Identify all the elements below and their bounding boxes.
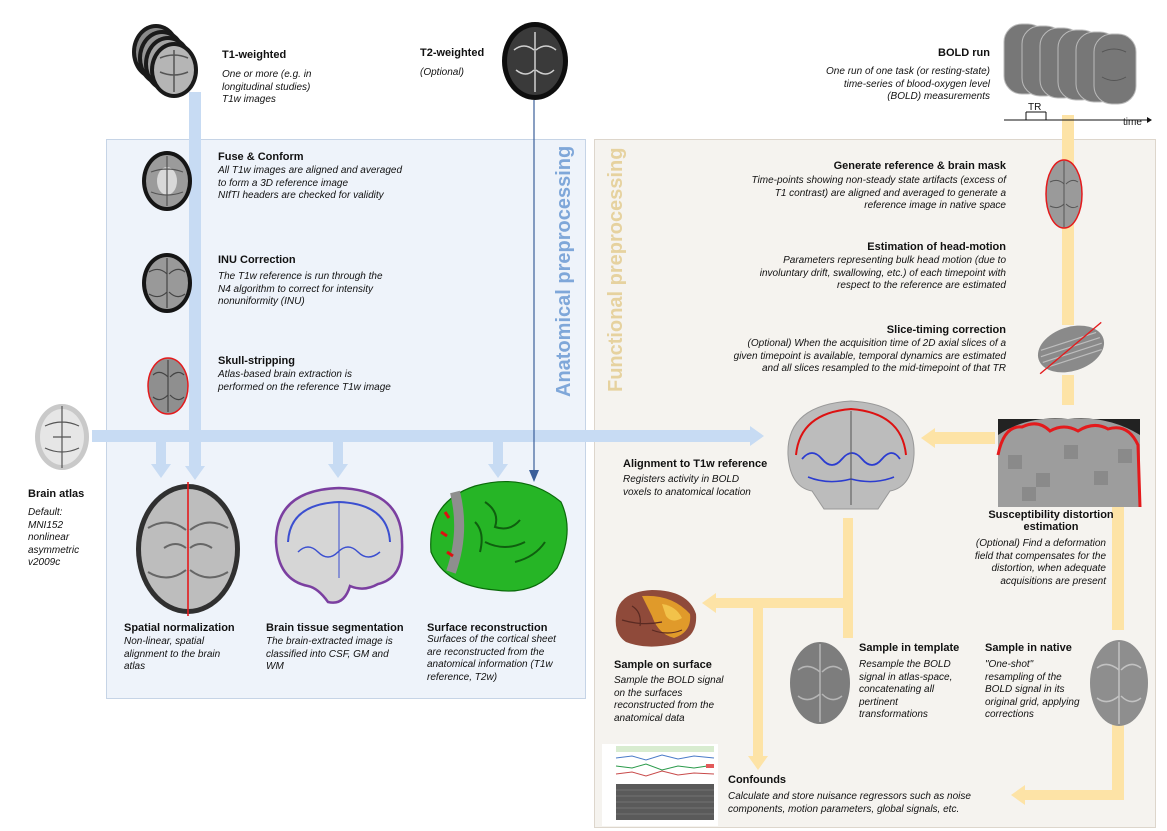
segmentation-image [274, 486, 404, 604]
t1-flow-line [189, 92, 201, 468]
surf-title: Surface reconstruction [427, 622, 548, 634]
atlas-title: Brain atlas [28, 488, 85, 500]
bold-desc: One run of one task (or resting-state) t… [826, 66, 990, 102]
t1-title: T1-weighted [222, 49, 287, 61]
to-surface-line [716, 598, 848, 608]
surface-sample-title: Sample on surface [614, 659, 712, 671]
bold-title: BOLD run [938, 47, 990, 59]
confounds-desc: Calculate and store nuisance regressors … [728, 791, 971, 815]
t2-desc: (Optional) [420, 67, 464, 78]
t2-image [502, 22, 568, 100]
seg-title: Brain tissue segmentation [266, 622, 404, 634]
branch-normalization [156, 436, 166, 466]
native-flow-line [1112, 500, 1124, 630]
confounds-plot-image [602, 744, 718, 826]
atlas-flow-line [92, 430, 752, 442]
skull-desc: Atlas-based brain extraction is performe… [218, 369, 391, 393]
t1-stack-image [132, 24, 198, 98]
inu-desc: The T1w reference is run through the N4 … [218, 271, 383, 307]
sdc-to-alignment-arrowhead [921, 428, 935, 448]
segmentation-arrowhead [328, 464, 348, 478]
motion-desc: Parameters representing bulk head motion… [759, 255, 1006, 291]
slice-timing-image [1037, 321, 1105, 375]
template-sample-image [790, 642, 850, 724]
skull-title: Skull-stripping [218, 355, 295, 367]
native-to-confounds-arrowhead [1011, 785, 1025, 805]
to-confounds-line [753, 603, 763, 758]
branch-surface [493, 436, 503, 466]
align-title: Alignment to T1w reference [623, 458, 768, 470]
tr-label: TR [1028, 102, 1042, 113]
sdc-desc: (Optional) Find a deformation field that… [974, 538, 1106, 587]
atlas-desc: Default: MNI152 nonlinear asymmetric v20… [28, 507, 80, 568]
stc-desc: (Optional) When the acquisition time of … [733, 338, 1006, 374]
native-sample-image [1090, 640, 1148, 726]
motion-title: Estimation of head-motion [867, 241, 1006, 253]
bold-flow-line-lower [1062, 375, 1074, 405]
inu-brain-image [142, 253, 192, 313]
t1-flow-arrowhead [185, 466, 205, 480]
surface-sample-desc: Sample the BOLD signal on the surfaces r… [614, 675, 724, 724]
align-desc: Registers activity in BOLD voxels to ana… [623, 474, 751, 498]
ref-title: Generate reference & brain mask [833, 160, 1006, 172]
fuse-desc: All T1w images are aligned and averaged … [218, 165, 402, 201]
bold-run-image [1003, 23, 1152, 123]
native-to-confounds-line [1025, 790, 1124, 800]
atlas-to-alignment-arrowhead [750, 426, 764, 446]
surf-desc: Surfaces of the cortical sheet are recon… [427, 634, 556, 683]
fuse-title: Fuse & Conform [218, 151, 304, 163]
native-sample-title: Sample in native [985, 642, 1072, 654]
template-sample-title: Sample in template [859, 642, 960, 654]
to-confounds-arrowhead [748, 756, 768, 770]
norm-title: Spatial normalization [124, 622, 235, 634]
normalization-image [136, 482, 240, 616]
bold-reference-image [1045, 159, 1083, 229]
ref-desc: Time-points showing non-steady state art… [751, 175, 1006, 211]
fuse-brain-image [142, 151, 192, 211]
sdc-image [996, 418, 1142, 508]
alignment-down-line [843, 518, 853, 638]
stc-title: Slice-timing correction [886, 324, 1006, 336]
normalization-arrowhead [151, 464, 171, 478]
seg-desc: The brain-extracted image is classified … [266, 636, 393, 672]
brain-atlas-image [35, 404, 89, 470]
norm-desc: Non-linear, spatial alignment to the bra… [124, 636, 221, 672]
t2-title: T2-weighted [420, 47, 485, 59]
surface-reconstruction-image [430, 480, 568, 592]
anatomical-section-title: Anatomical preprocessing [553, 145, 575, 397]
branch-segmentation [333, 436, 343, 466]
surface-sample-image [615, 590, 697, 647]
template-sample-desc: Resample the BOLD signal in atlas-space,… [859, 659, 953, 720]
sdc-title: Susceptibility distortion estimation [988, 509, 1114, 533]
t2-arrow [529, 100, 539, 482]
time-label: time [1123, 117, 1142, 128]
native-sample-desc: "One-shot" resampling of the BOLD signal… [985, 659, 1080, 720]
surface-arrowhead [488, 464, 508, 478]
to-surface-arrowhead [702, 593, 716, 613]
skull-stripped-image [147, 357, 189, 415]
sdc-to-alignment-line [935, 432, 995, 444]
functional-section-title: Functional preprocessing [605, 147, 627, 392]
alignment-image [787, 400, 915, 510]
t1-desc: One or more (e.g. in longitudinal studie… [222, 69, 312, 105]
confounds-title: Confounds [728, 774, 787, 786]
inu-title: INU Correction [218, 254, 296, 266]
